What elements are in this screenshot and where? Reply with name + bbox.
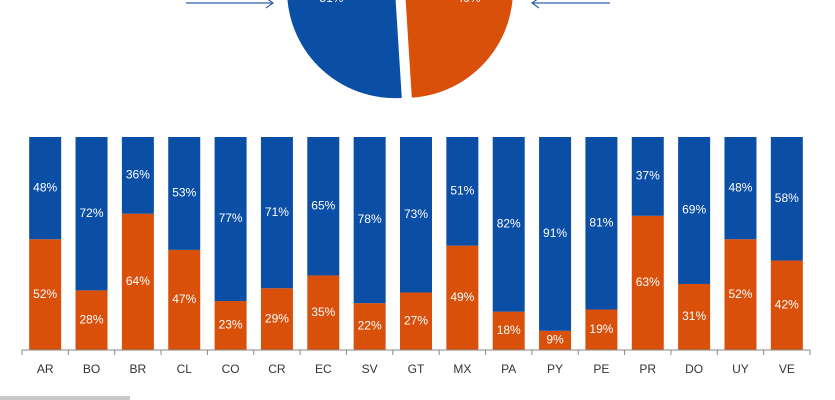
bar-segment <box>29 239 62 350</box>
data-label: 51% <box>450 183 474 197</box>
data-label: 29% <box>265 311 289 325</box>
data-label: 47% <box>172 292 196 306</box>
bar-segment <box>214 137 247 302</box>
data-label: 52% <box>728 287 752 301</box>
bar-segment <box>260 288 293 350</box>
bar-segment <box>29 137 62 240</box>
x-tick-label: CR <box>268 362 286 376</box>
x-tick-label: PA <box>501 362 516 376</box>
bar-segment <box>353 137 386 304</box>
data-label: 53% <box>172 186 196 200</box>
data-label: 58% <box>775 191 799 205</box>
x-tick-label: UY <box>732 362 749 376</box>
x-tick-label: BO <box>83 362 100 376</box>
data-label: 22% <box>358 319 382 333</box>
x-tick-label: PY <box>547 362 563 376</box>
bar-segment <box>446 137 479 246</box>
bar-segment <box>770 137 803 261</box>
x-tick-label: CO <box>222 362 240 376</box>
bar-segment <box>678 137 711 284</box>
bar-segment <box>539 137 572 331</box>
data-label: 52% <box>33 287 57 301</box>
data-label: 28% <box>80 312 104 326</box>
data-label: 31% <box>682 309 706 323</box>
bar-segment <box>168 249 201 350</box>
bar-segment <box>724 137 757 240</box>
arrow-head <box>530 0 540 9</box>
data-label: 64% <box>126 274 150 288</box>
bar-segment <box>678 283 711 350</box>
bar-segment <box>75 137 108 291</box>
bar-segment <box>724 239 757 350</box>
x-tick-label: PE <box>593 362 609 376</box>
x-tick-label: BR <box>130 362 147 376</box>
arrow-head <box>265 0 275 9</box>
bar-segment <box>539 330 572 350</box>
data-label: 49% <box>450 290 474 304</box>
data-label: 69% <box>682 203 706 217</box>
data-label: 71% <box>265 205 289 219</box>
data-label: 23% <box>219 318 243 332</box>
x-tick-label: VE <box>779 362 795 376</box>
bar-segment <box>307 275 340 350</box>
bar-segment <box>400 292 432 350</box>
bar-segment <box>631 137 664 216</box>
bar-segment <box>121 137 154 214</box>
pie-slice <box>287 0 402 99</box>
data-label: 73% <box>404 207 428 221</box>
bar-segment <box>446 245 479 350</box>
data-label: 65% <box>311 198 335 212</box>
bar-segment <box>353 303 386 350</box>
x-tick-label: SV <box>362 362 378 376</box>
data-label: 9% <box>546 333 564 347</box>
data-label: 36% <box>126 168 150 182</box>
data-label: 77% <box>219 211 243 225</box>
x-tick-label: CL <box>177 362 193 376</box>
bar-segment <box>585 137 618 310</box>
bar-segment <box>631 215 664 350</box>
arrows <box>186 0 610 9</box>
bar-segment <box>214 301 247 350</box>
bar-segment <box>75 290 108 350</box>
data-label: 18% <box>497 323 521 337</box>
data-label: 19% <box>589 322 613 336</box>
data-label: 82% <box>497 217 521 231</box>
x-tick-label: EC <box>315 362 332 376</box>
data-label: 48% <box>33 180 57 194</box>
bar-segment <box>492 137 525 312</box>
pie-label: 49% <box>457 0 481 5</box>
x-tick-label: GT <box>408 362 425 376</box>
bar-segment <box>585 309 618 350</box>
pie-slice <box>405 0 513 98</box>
bar-segment <box>168 137 201 250</box>
data-label: 37% <box>636 169 660 183</box>
x-tick-label: MX <box>453 362 471 376</box>
scrollbar <box>0 396 130 400</box>
x-tick-label: PR <box>639 362 656 376</box>
bar-segment <box>770 260 803 350</box>
bar-segment <box>121 213 154 350</box>
x-tick-label: DO <box>685 362 703 376</box>
bar-segment <box>492 311 525 350</box>
data-label: 48% <box>728 180 752 194</box>
x-tick-label: AR <box>37 362 54 376</box>
data-label: 42% <box>775 297 799 311</box>
bar-segment <box>307 137 340 276</box>
data-label: 27% <box>404 313 428 327</box>
data-label: 91% <box>543 226 567 240</box>
bar-segment <box>400 137 432 293</box>
pie-label: 51% <box>319 0 343 5</box>
data-label: 72% <box>80 206 104 220</box>
bar-segment <box>260 137 293 289</box>
data-label: 35% <box>311 305 335 319</box>
data-label: 78% <box>358 212 382 226</box>
data-label: 81% <box>589 215 613 229</box>
data-label: 63% <box>636 275 660 289</box>
